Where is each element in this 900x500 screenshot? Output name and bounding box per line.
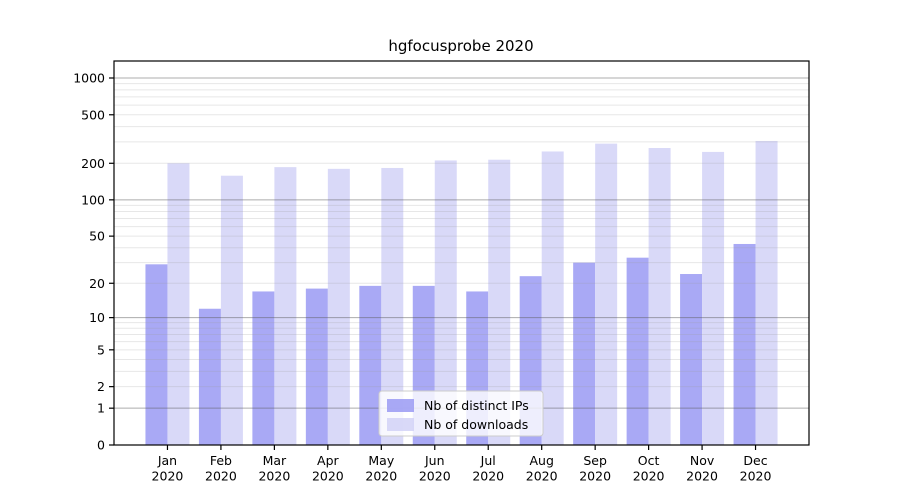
- bar-downloads-jul: [488, 159, 511, 446]
- x-tick-label: Jun 2020: [419, 453, 451, 484]
- bar-distinct-ips-oct: [626, 257, 649, 445]
- bar-distinct-ips-dec: [733, 243, 756, 445]
- bar-distinct-ips-jan: [145, 264, 168, 445]
- legend-box: [378, 390, 544, 437]
- bar-downloads-mar: [274, 167, 297, 445]
- x-tick-label: Aug 2020: [526, 453, 558, 484]
- y-tick-label: 500: [81, 107, 105, 122]
- bar-downloads-oct: [648, 148, 671, 445]
- x-tick-label: Apr 2020: [312, 453, 344, 484]
- bar-distinct-ips-nov: [680, 274, 703, 445]
- bar-downloads-aug: [541, 151, 564, 445]
- x-tick-label: Sep 2020: [579, 453, 611, 484]
- bar-distinct-ips-mar: [252, 291, 275, 445]
- y-tick-label: 200: [81, 156, 105, 171]
- axes: 0 1 2 5 10 20 50 100 200 500 1000 Jan 2020 Feb 2020 Mar…: [73, 60, 810, 484]
- legend-label-downloads: Nb of downloads: [424, 417, 528, 432]
- bar-distinct-ips-apr: [305, 288, 328, 445]
- gridlines-overlay: [114, 77, 809, 409]
- y-tick-label: 20: [89, 276, 105, 291]
- bar-downloads-jun: [434, 160, 457, 445]
- x-tick-label: Dec 2020: [740, 453, 772, 484]
- legend: Nb of distinct IPs Nb of downloads: [378, 390, 544, 437]
- bar-downloads-apr: [327, 168, 350, 445]
- legend-swatch-distinct-ips: [387, 399, 414, 412]
- bar-distinct-ips-sep: [573, 262, 596, 445]
- bar-distinct-ips-feb: [198, 308, 221, 445]
- chart-title: hgfocusprobe 2020: [388, 37, 533, 55]
- x-tick-label: Feb 2020: [205, 453, 237, 484]
- bar-downloads-jan: [167, 163, 190, 445]
- bar-distinct-ips-may: [359, 285, 382, 445]
- y-tick-label: 50: [89, 229, 105, 244]
- bar-downloads-may: [381, 167, 404, 446]
- y-tick-label: 1: [97, 401, 105, 416]
- y-tick-label: 100: [81, 192, 105, 207]
- plot-border: [113, 60, 810, 446]
- bar-downloads-dec: [755, 140, 778, 445]
- y-tick-label: 5: [97, 342, 105, 357]
- y-tick-label: 10: [89, 310, 105, 325]
- x-tick-label: Jul 2020: [472, 453, 504, 484]
- legend-label-distinct-ips: Nb of distinct IPs: [424, 398, 529, 413]
- x-tick-label: Mar 2020: [258, 453, 290, 484]
- y-tick-label: 1000: [73, 71, 105, 86]
- legend-swatch-downloads: [387, 418, 414, 431]
- y-tick-label: 0: [97, 438, 105, 453]
- bar-downloads-sep: [595, 143, 618, 445]
- y-tick-label: 2: [97, 379, 105, 394]
- x-tick-label: Oct 2020: [633, 453, 665, 484]
- bar-downloads-feb: [220, 175, 243, 445]
- x-tick-label: May 2020: [365, 453, 397, 484]
- x-tick-label: Nov 2020: [686, 453, 718, 484]
- x-tick-label: Jan 2020: [152, 453, 184, 484]
- bar-downloads-nov: [702, 151, 725, 445]
